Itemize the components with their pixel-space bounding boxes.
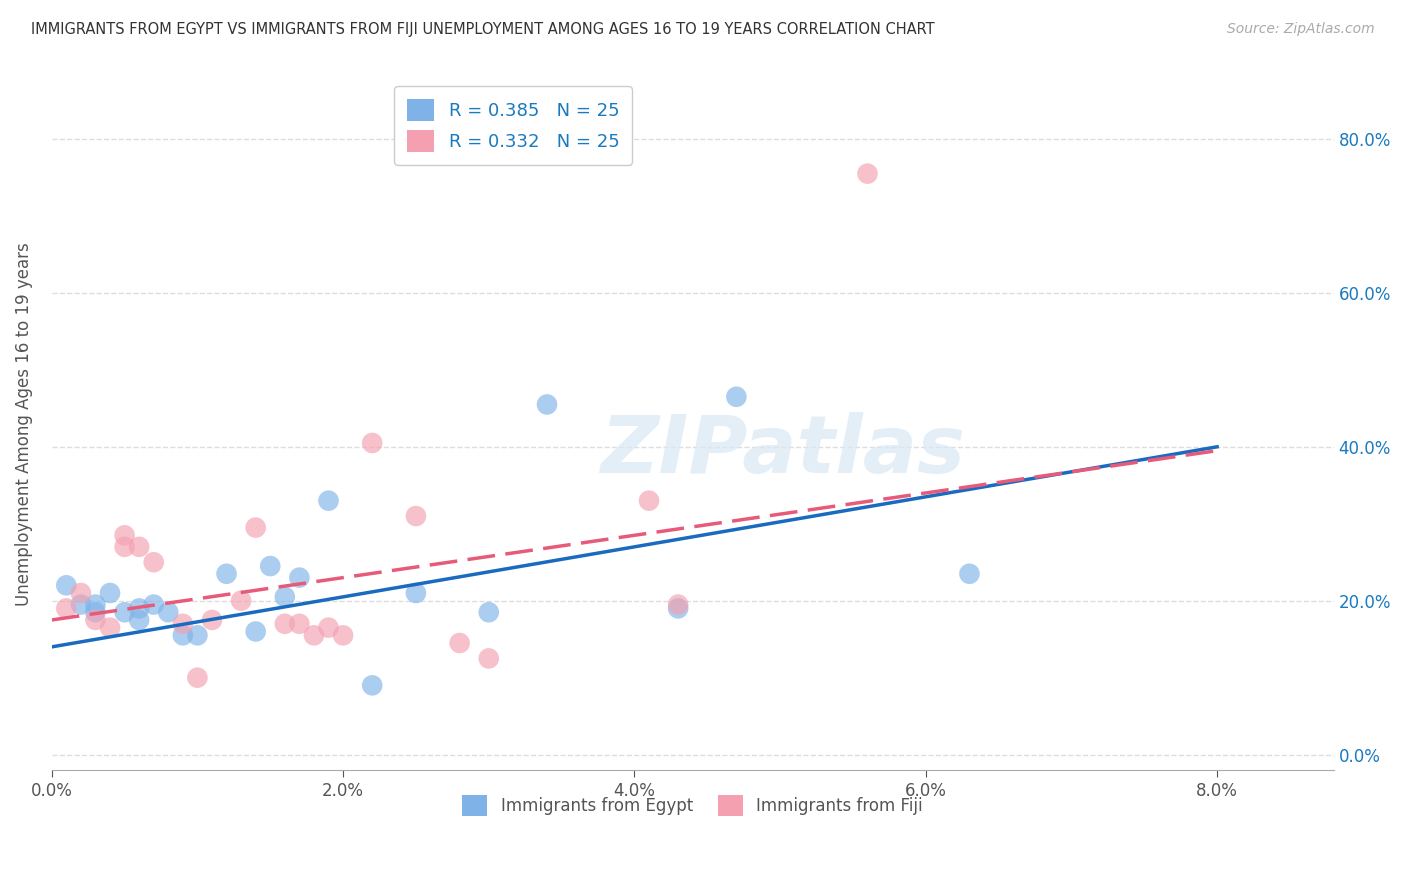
Point bbox=[186, 628, 208, 642]
Point bbox=[725, 390, 748, 404]
Point bbox=[142, 555, 165, 569]
Point bbox=[84, 598, 107, 612]
Point bbox=[959, 566, 981, 581]
Point bbox=[259, 559, 281, 574]
Text: ZIPatlas: ZIPatlas bbox=[600, 412, 965, 491]
Point bbox=[405, 586, 427, 600]
Point bbox=[274, 616, 297, 631]
Point bbox=[128, 601, 150, 615]
Point bbox=[288, 616, 311, 631]
Point bbox=[229, 593, 252, 607]
Point bbox=[536, 397, 558, 411]
Point bbox=[215, 566, 238, 581]
Point bbox=[84, 605, 107, 619]
Point bbox=[245, 520, 267, 534]
Point bbox=[302, 628, 325, 642]
Point bbox=[157, 605, 180, 619]
Point bbox=[142, 598, 165, 612]
Point bbox=[666, 601, 689, 615]
Point bbox=[172, 628, 194, 642]
Point bbox=[201, 613, 224, 627]
Point bbox=[288, 571, 311, 585]
Point bbox=[666, 598, 689, 612]
Point bbox=[478, 605, 501, 619]
Point bbox=[405, 509, 427, 524]
Point bbox=[98, 621, 121, 635]
Legend: Immigrants from Egypt, Immigrants from Fiji: Immigrants from Egypt, Immigrants from F… bbox=[454, 787, 931, 824]
Point bbox=[172, 616, 194, 631]
Point bbox=[478, 651, 501, 665]
Text: Source: ZipAtlas.com: Source: ZipAtlas.com bbox=[1227, 22, 1375, 37]
Text: IMMIGRANTS FROM EGYPT VS IMMIGRANTS FROM FIJI UNEMPLOYMENT AMONG AGES 16 TO 19 Y: IMMIGRANTS FROM EGYPT VS IMMIGRANTS FROM… bbox=[31, 22, 935, 37]
Point bbox=[70, 598, 93, 612]
Point bbox=[114, 540, 136, 554]
Point bbox=[55, 578, 77, 592]
Point bbox=[856, 167, 879, 181]
Point bbox=[245, 624, 267, 639]
Point bbox=[361, 678, 384, 692]
Point bbox=[318, 493, 340, 508]
Point bbox=[128, 613, 150, 627]
Point bbox=[55, 601, 77, 615]
Point bbox=[318, 621, 340, 635]
Point bbox=[332, 628, 354, 642]
Y-axis label: Unemployment Among Ages 16 to 19 years: Unemployment Among Ages 16 to 19 years bbox=[15, 242, 32, 606]
Point bbox=[114, 605, 136, 619]
Point bbox=[449, 636, 471, 650]
Point bbox=[274, 590, 297, 604]
Point bbox=[361, 436, 384, 450]
Point bbox=[128, 540, 150, 554]
Point bbox=[114, 528, 136, 542]
Point bbox=[638, 493, 661, 508]
Point bbox=[70, 586, 93, 600]
Point bbox=[98, 586, 121, 600]
Point bbox=[84, 613, 107, 627]
Point bbox=[186, 671, 208, 685]
